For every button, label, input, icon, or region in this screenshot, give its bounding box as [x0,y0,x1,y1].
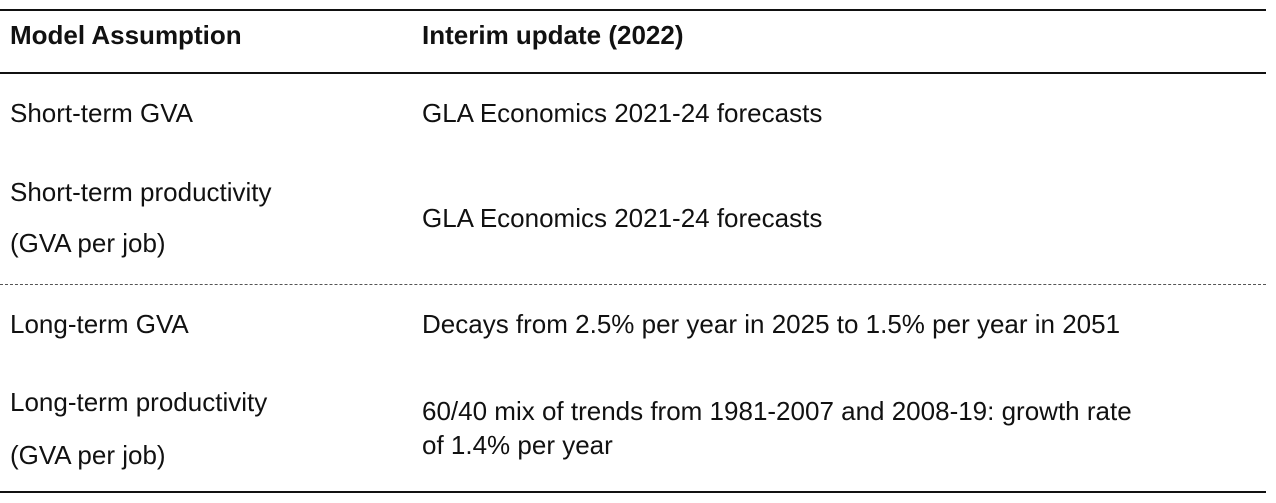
cell: Short-term GVA [10,98,194,128]
cell-line: 60/40 mix of trends from 1981-2007 and 2… [422,396,1132,426]
cell: GLA Economics 2021-24 forecasts [422,203,823,233]
cell-line: of 1.4% per year [422,430,613,460]
cell: Long-term GVA [10,309,189,339]
cell-line: (GVA per job) [10,228,166,258]
header-cell: Model Assumption [10,20,242,50]
top-rule [0,9,1266,11]
cell-line: (GVA per job) [10,440,166,470]
cell-line: Long-term productivity [10,387,268,417]
cell: GLA Economics 2021-24 forecasts [422,98,823,128]
cell: Decays from 2.5% per year in 2025 to 1.5… [422,309,1121,339]
bottom-rule [0,491,1266,493]
section-rule [0,284,1266,285]
header-rule [0,72,1266,74]
header-cell: Interim update (2022) [422,20,684,50]
cell-line: Short-term productivity [10,177,272,207]
